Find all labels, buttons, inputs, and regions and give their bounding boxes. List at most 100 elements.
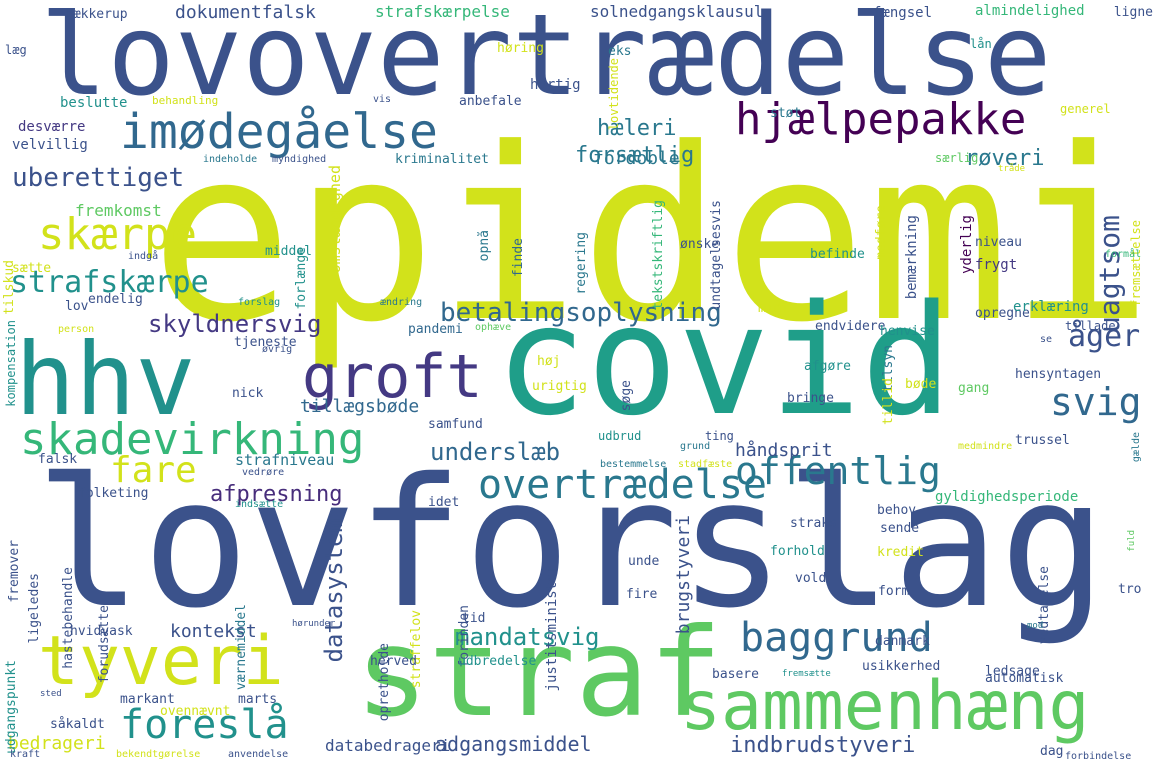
cloud-word: ændring: [380, 297, 423, 308]
cloud-word: midt: [758, 301, 790, 316]
cloud-word: forudsætte: [97, 605, 112, 684]
cloud-word: lov: [65, 299, 89, 314]
cloud-word: automatisk: [985, 671, 1064, 686]
cloud-word: tyveri: [38, 622, 284, 701]
cloud-word: beslutte: [60, 95, 128, 111]
cloud-word: hastebehandle: [61, 567, 76, 669]
cloud-word: brugstyveri: [673, 515, 694, 635]
cloud-word: niveau: [975, 235, 1022, 250]
cloud-word: datasystem: [320, 518, 348, 663]
cloud-word: idet: [428, 495, 460, 510]
cloud-word: fængsel: [873, 5, 933, 21]
cloud-word: anbefale: [459, 94, 522, 109]
cloud-word: skadevirkning: [20, 414, 365, 465]
cloud-word: dokumentfalsk: [175, 2, 316, 23]
cloud-word: eks: [608, 44, 632, 59]
cloud-word: lovovertrædelse: [40, 0, 1052, 121]
cloud-word: velvillig: [12, 137, 88, 153]
cloud-word: fordoble: [593, 148, 680, 169]
cloud-word: forlænge: [294, 247, 309, 310]
cloud-word: nick: [232, 386, 264, 401]
cloud-word: hørunder: [292, 619, 336, 629]
cloud-word: mandatsvig: [455, 623, 600, 651]
cloud-word: tro: [1118, 582, 1142, 597]
cloud-word: kriminalitet: [395, 152, 489, 167]
cloud-word: læg: [5, 43, 27, 57]
cloud-word: grund: [680, 441, 711, 452]
cloud-word: formål: [1105, 249, 1142, 260]
cloud-word: lovforslag: [35, 440, 1107, 647]
cloud-word: medmindre: [958, 441, 1013, 452]
cloud-word: se: [1040, 334, 1053, 345]
cloud-word: fremover: [7, 540, 22, 603]
cloud-word: tillid: [881, 378, 896, 425]
cloud-word: indgå: [128, 251, 159, 262]
cloud-word: bemærkning: [904, 215, 920, 300]
cloud-word: vold: [795, 571, 827, 586]
cloud-word: hensyntagen: [1015, 367, 1102, 382]
cloud-word: bekendtgørelse: [116, 749, 201, 760]
cloud-word: behandling: [152, 94, 219, 107]
cloud-word: anvendelse: [228, 749, 289, 760]
cloud-word: såkaldt: [50, 717, 105, 732]
cloud-word: forsætlig: [575, 143, 695, 168]
cloud-word: værnemiddel: [234, 604, 249, 691]
cloud-word: forbindelse: [1065, 751, 1132, 762]
cloud-word: hjælpepakke: [735, 94, 1027, 145]
cloud-word: udbredelse: [458, 654, 537, 669]
cloud-word: opregne: [975, 306, 1030, 321]
cloud-word: folketing: [78, 486, 149, 501]
cloud-word: unde: [628, 554, 660, 569]
cloud-word: indbrudstyveri: [730, 733, 916, 758]
cloud-word: covid: [495, 272, 953, 449]
cloud-word: hhv: [15, 321, 196, 438]
cloud-word: foreslå: [120, 702, 289, 748]
cloud-word: overtrædelse: [478, 462, 767, 508]
cloud-word: generel: [1060, 102, 1111, 116]
cloud-word: groft: [302, 342, 483, 412]
cloud-word: sætte: [12, 261, 52, 276]
cloud-word: justitsminister: [544, 565, 560, 692]
cloud-word: middel: [265, 244, 312, 259]
cloud-word: markant: [120, 692, 175, 707]
cloud-word: baggrund: [740, 615, 933, 661]
cloud-word: almindelighed: [975, 3, 1085, 19]
cloud-word: gang: [958, 381, 990, 396]
cloud-word: desværre: [18, 119, 86, 135]
cloud-word: skærpe: [38, 209, 197, 260]
cloud-word: sted: [40, 689, 62, 699]
cloud-word: imødegåelse: [120, 104, 438, 160]
cloud-word: underslæb: [430, 438, 561, 466]
cloud-word: opnå: [477, 230, 492, 262]
cloud-word: strafskærpe: [10, 265, 209, 300]
cloud-word: uagtsom: [1093, 215, 1126, 334]
cloud-word: endvidere: [815, 319, 886, 334]
cloud-word: afgøre: [804, 359, 851, 374]
cloud-word: øvrig: [262, 344, 293, 355]
cloud-word: form: [878, 584, 910, 599]
cloud-word: betalingsoplysning: [440, 298, 722, 328]
cloud-word: fremkomst: [75, 201, 162, 220]
cloud-word: adgangsmiddel: [435, 732, 592, 756]
cloud-word: henvise: [880, 324, 935, 339]
cloud-word: særlig: [935, 151, 979, 165]
cloud-word: myndighed: [272, 154, 327, 165]
cloud-word: sende: [880, 521, 920, 536]
cloud-word: lån: [970, 37, 992, 51]
cloud-word: forhold: [770, 544, 825, 559]
cloud-word: kredit: [877, 545, 924, 560]
cloud-word: gælde: [1131, 432, 1142, 463]
cloud-word: herved: [370, 654, 417, 669]
cloud-word: undtagelsesvis: [709, 200, 724, 310]
cloud-word: finde: [511, 238, 526, 278]
cloud-word: lovtidende: [607, 58, 621, 131]
cloud-word: endelig: [88, 292, 143, 307]
cloud-word: straf: [355, 602, 723, 744]
cloud-word: hæleri: [597, 116, 677, 141]
cloud-word: fare: [110, 450, 197, 491]
cloud-word: skyldnersvig: [148, 310, 322, 338]
cloud-word: bedrageri: [8, 733, 106, 754]
cloud-word: samfund: [428, 417, 483, 432]
cloud-word: indsætte: [235, 499, 284, 510]
cloud-word: forslag: [238, 297, 281, 308]
